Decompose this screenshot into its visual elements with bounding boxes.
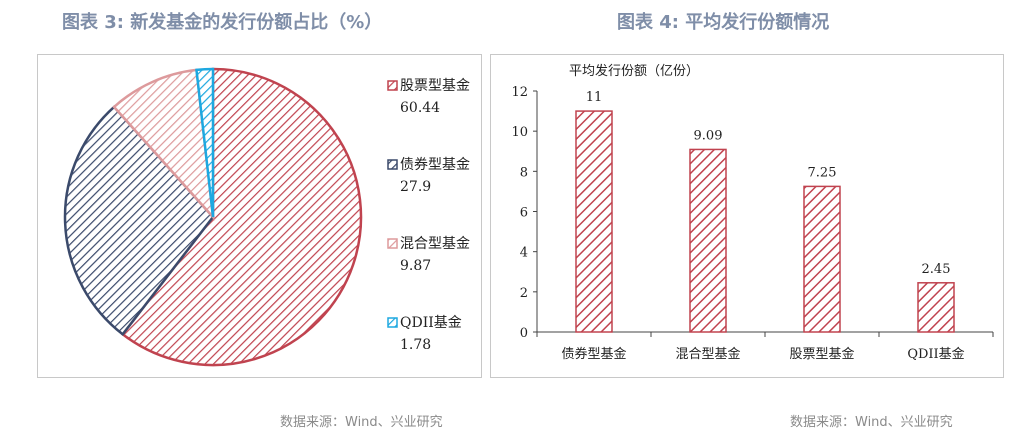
bar-value-label: 11 xyxy=(586,90,603,105)
y-tick-label: 8 xyxy=(520,165,528,180)
pie-panel: 股票型基金 60.44 债券型基金 27.9 混合型基金 9.87 QDII基金 1.78 xyxy=(37,54,482,378)
bar-value-label: 9.09 xyxy=(694,128,723,143)
legend-entry: 债券型基金 27.9 xyxy=(400,156,470,195)
right-source-note: 数据来源：Wind、兴业研究 xyxy=(790,415,953,430)
left-figure-title: 图表 3: 新发基金的发行份额占比（%） xyxy=(62,12,383,33)
legend-swatch xyxy=(387,80,398,91)
bar xyxy=(917,282,955,333)
legend-entry: 混合型基金 9.87 xyxy=(400,235,470,274)
right-figure-title: 图表 4: 平均发行份额情况 xyxy=(617,12,830,33)
y-tick-label: 6 xyxy=(520,206,528,221)
bar-panel: 平均发行份额（亿份） 0 2 4 6 8 10 12 债券型基金 混合型基金 股票型基金 QDII基… xyxy=(490,54,1004,378)
x-category-label: 股票型基金 xyxy=(789,346,854,362)
bar-value-label: 7.25 xyxy=(808,165,837,180)
pie-slice xyxy=(63,105,215,337)
y-tick-label: 0 xyxy=(520,326,528,341)
pie-slice xyxy=(120,67,363,367)
bar xyxy=(689,148,727,333)
legend-swatch xyxy=(387,238,398,249)
bar xyxy=(575,110,613,333)
bar-value-label: 2.45 xyxy=(922,262,951,277)
pie-chart: 股票型基金 60.44 债券型基金 27.9 混合型基金 9.87 QDII基金 1.78 xyxy=(63,67,470,367)
y-tick-label: 10 xyxy=(511,125,528,140)
y-axis-label: 平均发行份额（亿份） xyxy=(569,63,699,79)
legend-swatch xyxy=(387,159,398,170)
bar xyxy=(803,185,841,333)
legend-swatch xyxy=(387,317,398,328)
x-category-label: 债券型基金 xyxy=(561,346,626,362)
legend-entry: 股票型基金 60.44 xyxy=(400,77,470,116)
y-tick-label: 12 xyxy=(511,85,528,100)
left-source-note: 数据来源：Wind、兴业研究 xyxy=(280,415,443,430)
x-category-label: 混合型基金 xyxy=(675,346,740,362)
y-tick-label: 2 xyxy=(520,286,528,301)
legend-entry: QDII基金 1.78 xyxy=(400,314,462,353)
pie-slice xyxy=(112,68,215,221)
y-tick-label: 4 xyxy=(520,246,528,261)
bar-chart: 平均发行份额（亿份） 0 2 4 6 8 10 12 债券型基金 混合型基金 股票型基金 QDII基… xyxy=(511,63,994,362)
x-category-label: QDII基金 xyxy=(907,346,964,362)
pie-slice xyxy=(195,67,215,218)
